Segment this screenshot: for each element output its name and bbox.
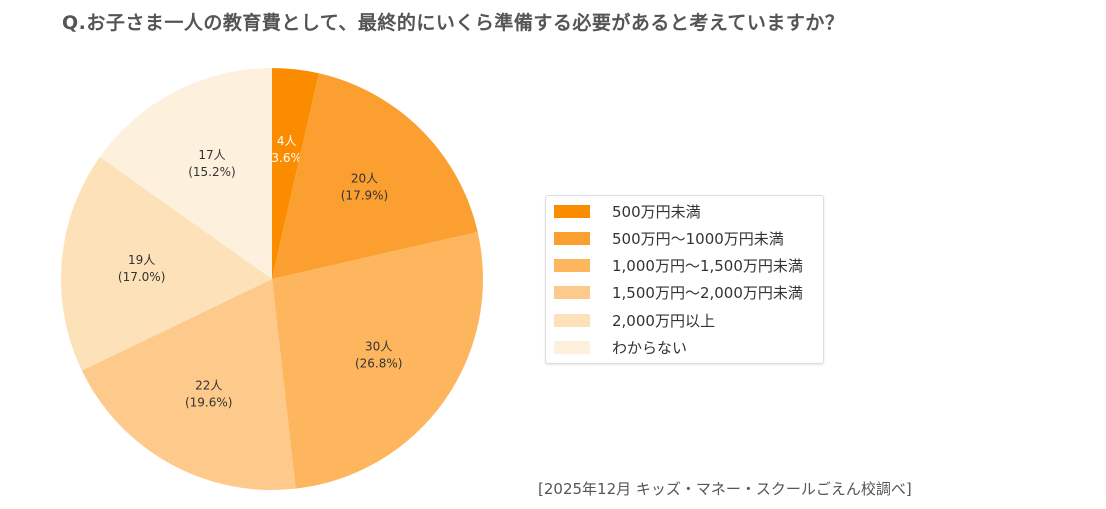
slice-data-label: (15.2%)	[188, 165, 235, 179]
slice-data-label: (26.8%)	[355, 357, 402, 371]
legend-label: 1,000万円〜1,500万円未満	[612, 257, 803, 276]
pie-slice	[81, 279, 296, 490]
legend-label: 500万円〜1000万円未満	[612, 229, 784, 248]
legend-swatch	[554, 313, 590, 327]
slice-data-label: 19人	[128, 253, 155, 267]
legend-item: 1,000万円〜1,500万円未満	[554, 256, 803, 276]
legend-label: わからない	[612, 339, 688, 357]
legend-swatch	[554, 259, 590, 273]
legend-swatch	[554, 231, 590, 245]
slice-data-label: 20人	[351, 171, 378, 185]
slice-data-label: 22人	[195, 378, 222, 392]
slice-data-label: (19.6%)	[185, 395, 232, 409]
legend-swatch	[554, 341, 590, 354]
pie-slice	[272, 232, 483, 489]
legend-label: 500万円未満	[612, 202, 701, 221]
slice-data-label: 30人	[365, 340, 392, 354]
legend-item: 2,000万円以上	[554, 310, 715, 330]
legend-item: わからない	[554, 338, 687, 358]
legend-label: 1,500万円〜2,000万円未満	[612, 284, 803, 303]
pie-slice	[99, 68, 272, 279]
legend-label: 2,000万円以上	[612, 311, 715, 330]
legend-swatch	[554, 286, 590, 300]
legend: 500万円未満 500万円〜1000万円未満 1,000万円〜1,500万円未満 1,…	[545, 195, 824, 364]
legend-item: 500万円〜1000万円未満	[554, 228, 784, 248]
slice-data-label: (3.6%)	[267, 151, 307, 165]
pie-slice	[272, 68, 319, 279]
pie-chart: 4人 (3.6%) 20人 (17.9%) 30人 (26.8%) 22人 (19.6%) 19…	[60, 68, 483, 490]
source-note: [2025年12月 キッズ・マネー・スクールごえん校調べ]	[538, 480, 912, 498]
slice-data-label: (17.0%)	[118, 270, 165, 284]
chart-title: Q.お子さま一人の教育費として、最終的にいくら準備する必要があると考えていますか…	[62, 12, 845, 34]
pie-slice	[272, 73, 478, 279]
legend-item: 500万円未満	[554, 201, 701, 221]
slice-data-label: 17人	[198, 148, 225, 162]
slice-data-label: (17.9%)	[341, 188, 388, 202]
legend-item: 1,500万円〜2,000万円未満	[554, 283, 803, 303]
pie-slice	[60, 156, 272, 371]
slice-data-label: 4人	[277, 134, 297, 148]
legend-swatch	[554, 204, 590, 218]
